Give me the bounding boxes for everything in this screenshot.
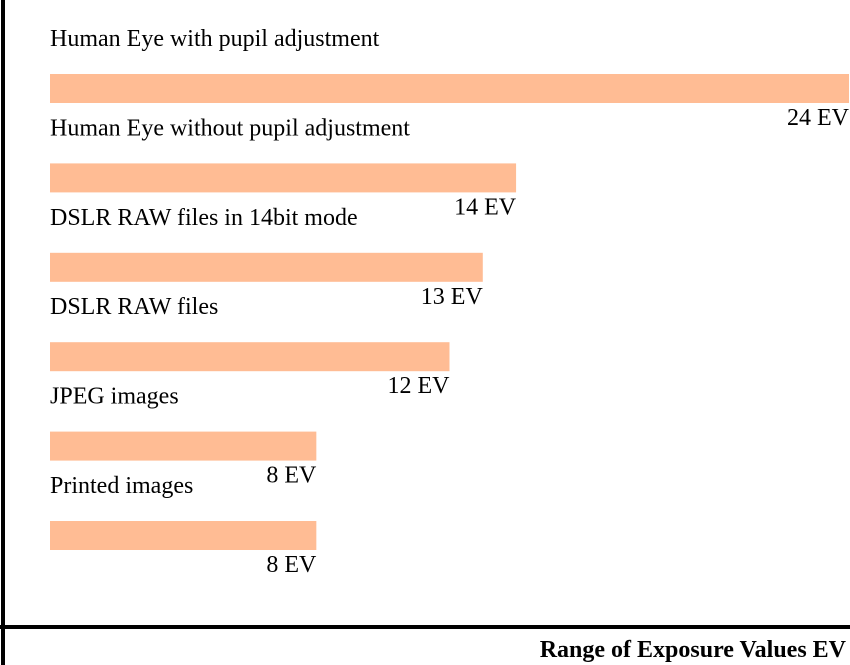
category-label: Printed images (50, 473, 193, 499)
value-label: 14 EV (454, 194, 517, 220)
category-label: JPEG images (50, 384, 179, 410)
bars-group: Human Eye with pupil adjustment 24 EV Huma… (50, 26, 850, 578)
category-label: DSLR RAW files (50, 294, 218, 320)
value-label: 13 EV (421, 284, 484, 310)
value-label: 8 EV (266, 463, 317, 489)
bar (50, 163, 517, 193)
category-label: Human Eye with pupil adjustment (50, 26, 380, 52)
category-label: Human Eye without pupil adjustment (50, 115, 410, 141)
bar (50, 74, 849, 103)
value-label: 12 EV (388, 373, 451, 399)
x-axis-title: Range of Exposure Values EV (540, 637, 847, 663)
bar (50, 252, 483, 282)
value-label: 8 EV (266, 552, 317, 578)
category-label: DSLR RAW files in 14bit mode (50, 205, 358, 231)
bar (50, 342, 450, 372)
value-label: 24 EV (787, 105, 850, 131)
bar (50, 431, 317, 461)
bar (50, 521, 317, 550)
